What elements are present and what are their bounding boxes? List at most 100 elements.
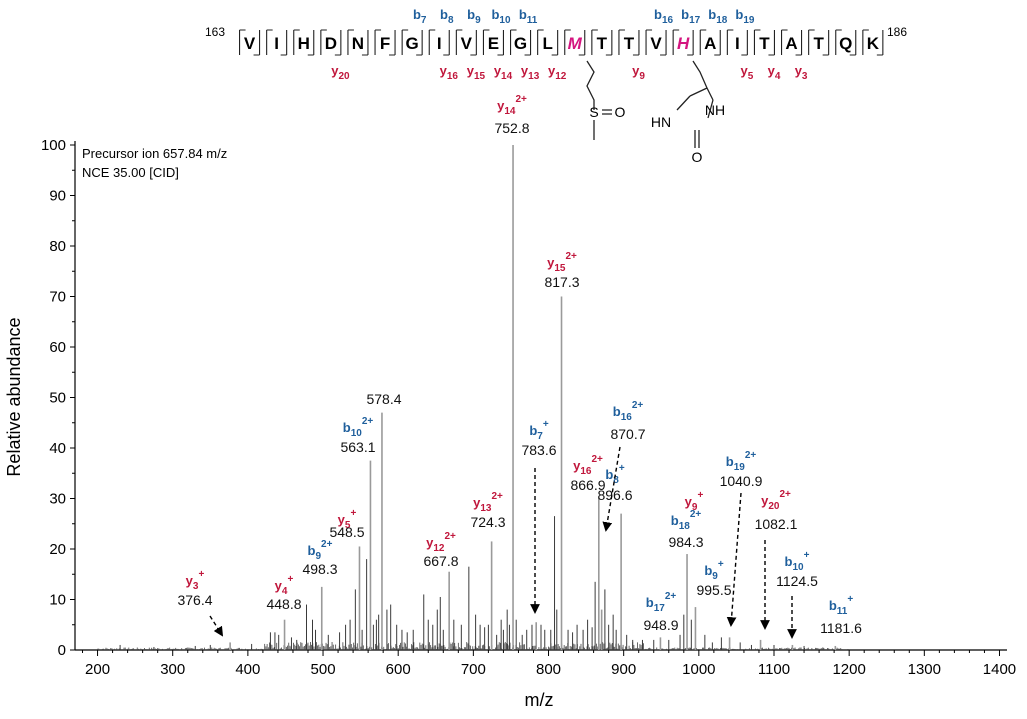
peak-mz-label: 548.5 (329, 524, 364, 540)
precursor-annotation: Precursor ion 657.84 m/z (82, 146, 227, 161)
residue-box (699, 29, 721, 56)
y-tick-label: 60 (49, 339, 66, 356)
modification-atoms: S O HN NH O (589, 102, 725, 165)
y-ion-marker: y9 (632, 63, 645, 82)
residue-box (726, 29, 748, 56)
x-tick-label: 700 (461, 661, 486, 678)
b-ion-marker: b19 (735, 7, 755, 26)
residue-box (320, 29, 342, 56)
ion-label: b8+ (605, 463, 625, 486)
y-ion-marker: y13 (521, 63, 540, 82)
residue-box (239, 29, 261, 56)
residue-box (564, 29, 586, 56)
y-tick-label: 90 (49, 188, 66, 205)
sequence-start-number: 163 (205, 25, 225, 39)
residue: I (274, 34, 279, 53)
imidazole-ring (676, 95, 714, 148)
peptide-sequence: 163 186 V I H D N F G I V E G L M T T V H A I T A T Q Kb7 b8 b9 b1… (205, 7, 907, 82)
peak-mz-label: 817.3 (544, 274, 579, 290)
ion-label: b9+ (704, 559, 724, 582)
residue-box (510, 29, 532, 56)
residue: T (597, 34, 608, 53)
y-ion-marker: y12 (548, 63, 567, 82)
y-tick-label: 40 (49, 440, 66, 457)
nce-annotation: NCE 35.00 [CID] (82, 165, 179, 180)
sequence-end-number: 186 (887, 25, 907, 39)
peak-mz-label: 783.6 (521, 442, 556, 458)
residue: A (785, 34, 797, 53)
b-ion-marker: b16 (654, 7, 674, 26)
peak-mz-label: 1082.1 (755, 516, 798, 532)
b-ion-marker: b18 (708, 7, 728, 26)
residue: A (704, 34, 716, 53)
ion-label: y132+ (473, 491, 503, 514)
peak-mz-label: 984.3 (668, 534, 703, 550)
residue: N (352, 34, 364, 53)
ion-label: b7+ (529, 419, 549, 442)
peak-arrow (726, 492, 742, 627)
b-ion-marker: b17 (681, 7, 701, 26)
axes: 0 10 20 30 40 50 60 70 80 90 100 200 300 400 500 600 700… (41, 137, 1016, 678)
x-tick-label: 500 (311, 661, 336, 678)
residue: F (380, 34, 390, 53)
x-tick-label: 1200 (832, 661, 865, 678)
y-ion-marker: y5 (741, 63, 754, 82)
residue: Q (839, 34, 852, 53)
residue-box (374, 29, 396, 56)
peak-mz-label: 578.4 (366, 391, 401, 407)
ion-label: b182+ (671, 509, 702, 532)
ion-label: y3+ (186, 569, 205, 592)
y-tick-label: 20 (49, 541, 66, 558)
modification-atom: HN (651, 114, 671, 130)
y-tick-label: 70 (49, 289, 66, 306)
residue-box (401, 29, 423, 56)
residue: L (542, 34, 552, 53)
x-axis-label: m/z (525, 690, 554, 710)
modification-atom: NH (705, 102, 725, 118)
ion-label: y152+ (547, 251, 577, 274)
peak-mz-label: 563.1 (340, 439, 375, 455)
ion-label: b10+ (785, 550, 810, 573)
peak-arrow (209, 615, 224, 637)
peak-mz-label: 995.5 (696, 582, 731, 598)
peak-mz-label: 376.4 (177, 592, 212, 608)
b-ion-marker: b10 (491, 7, 511, 26)
ion-label: y142+ (497, 94, 527, 117)
x-tick-label: 800 (536, 661, 561, 678)
residue-box (862, 29, 884, 56)
methionine-side-chain (586, 60, 595, 110)
ion-label: y162+ (573, 454, 603, 477)
x-tick-label: 1300 (908, 661, 941, 678)
residue: V (650, 34, 662, 53)
x-tick-label: 300 (160, 661, 185, 678)
residue-box (781, 29, 803, 56)
ion-label: y5+ (338, 508, 357, 531)
residue: K (867, 34, 880, 53)
residue: M (568, 34, 583, 53)
residue-box (537, 29, 559, 56)
ion-label: b92+ (308, 539, 333, 562)
peak-mz-label: 870.7 (610, 426, 645, 442)
chart-annotation: Precursor ion 657.84 m/z NCE 35.00 [CID] (82, 146, 227, 180)
histidine-side-chain (689, 60, 714, 101)
residue: I (437, 34, 442, 53)
y-ion-marker: y14 (494, 63, 513, 82)
residue: V (461, 34, 473, 53)
y-ion-marker: y16 (440, 63, 459, 82)
residue-box (591, 29, 613, 56)
residue-box (455, 29, 477, 56)
ion-label: y9+ (685, 490, 704, 513)
y-tick-label: 50 (49, 390, 66, 407)
residue: G (406, 34, 419, 53)
ion-label: y202+ (761, 489, 791, 512)
residue-box (347, 29, 369, 56)
residue-box (753, 29, 775, 56)
ion-label: b102+ (343, 416, 374, 439)
peak-labels: y3+376.4 y4+448.8 b92+498.3 y5+548.5 b102+56… (177, 94, 862, 636)
peak-mz-label: 448.8 (266, 596, 301, 612)
x-tick-label: 600 (386, 661, 411, 678)
residue: H (677, 34, 690, 53)
y-ion-marker: y20 (331, 63, 350, 82)
peak-arrows (209, 446, 797, 639)
